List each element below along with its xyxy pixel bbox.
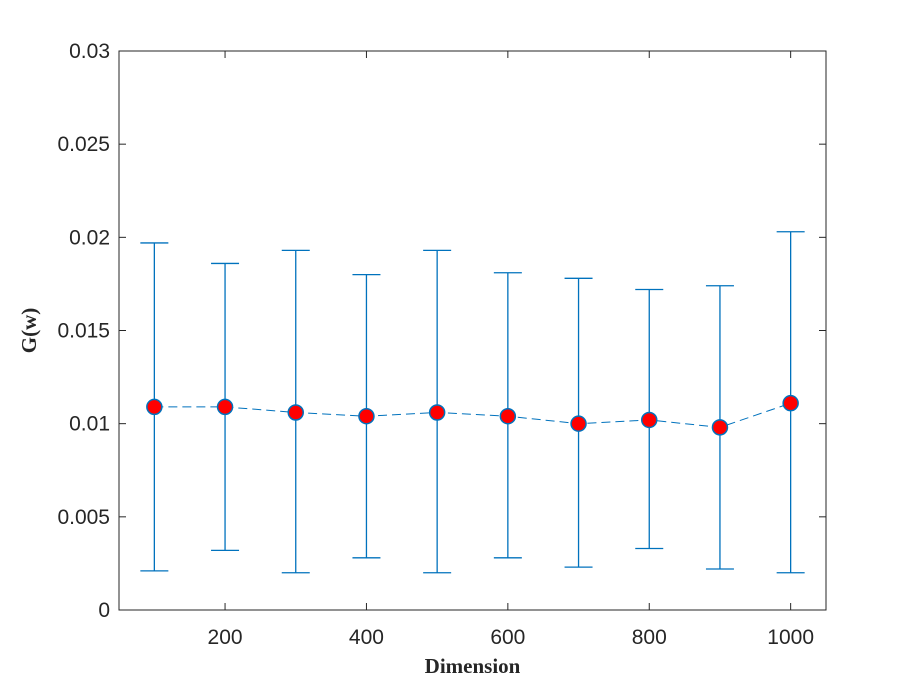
data-point (358, 407, 375, 425)
x-tick-label: 400 (349, 626, 384, 649)
x-tick-label: 800 (632, 626, 667, 649)
x-tick-label: 600 (490, 626, 525, 649)
y-tick-label: 0.03 (69, 40, 110, 63)
data-point (782, 394, 799, 412)
data-point (641, 411, 658, 429)
y-tick-label: 0.02 (69, 226, 110, 249)
mean-line (154, 402, 791, 428)
data-point (216, 398, 234, 416)
y-tick-label: 0.015 (57, 320, 110, 343)
y-axis-label: G(w) (17, 308, 41, 354)
x-tick-label: 1000 (767, 626, 814, 649)
y-tick-label: 0.005 (57, 506, 110, 529)
x-tick-label: 200 (208, 626, 243, 649)
data-point (287, 404, 304, 421)
plot-marks (140, 231, 805, 574)
y-tick-label: 0.025 (57, 133, 110, 156)
axis-ticks: 200 400 600 800 1000 0 0.005 0.01 0.015 0.02 0.025… (57, 40, 826, 649)
data-point (499, 407, 517, 425)
y-tick-label: 0.01 (69, 413, 110, 436)
data-point (570, 415, 587, 432)
data-point (711, 419, 729, 436)
data-point (146, 398, 163, 416)
y-tick-label: 0 (98, 599, 110, 622)
data-point (428, 404, 446, 421)
x-axis-label: Dimension (425, 654, 521, 678)
